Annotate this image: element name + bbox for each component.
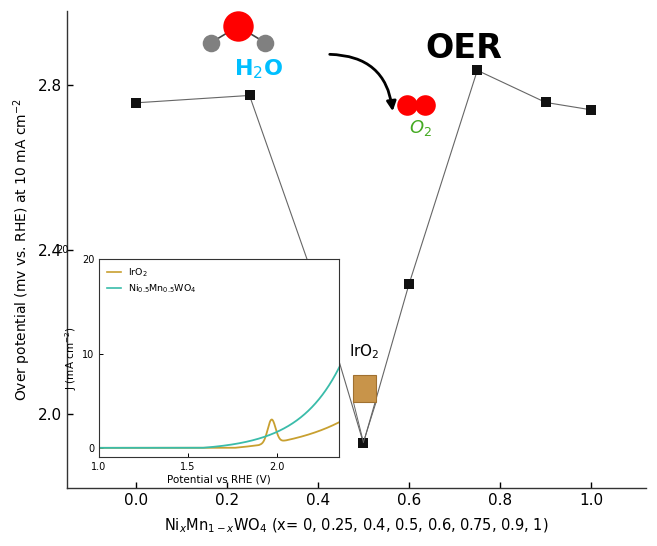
- Point: [206, 38, 216, 47]
- Point: [420, 100, 430, 109]
- Point: [313, 286, 323, 294]
- Point: [358, 438, 369, 447]
- Point: [401, 100, 412, 109]
- Point: [472, 66, 482, 75]
- Text: H$_2$O: H$_2$O: [234, 57, 283, 81]
- Point: [403, 280, 414, 289]
- Text: IrO$_2$: IrO$_2$: [350, 342, 380, 361]
- Point: [244, 91, 255, 100]
- Point: [541, 98, 551, 107]
- Text: OER: OER: [425, 32, 502, 64]
- FancyArrowPatch shape: [330, 55, 395, 108]
- Point: [260, 38, 271, 47]
- Text: O$_2$: O$_2$: [409, 118, 432, 138]
- Point: [233, 22, 243, 31]
- Bar: [353, 375, 376, 402]
- Point: [130, 98, 141, 107]
- Point: [586, 105, 597, 114]
- Y-axis label: Over potential (mv vs. RHE) at 10 mA cm$^{-2}$: Over potential (mv vs. RHE) at 10 mA cm$…: [11, 98, 33, 401]
- X-axis label: Ni$_x$Mn$_{1-x}$WO$_4$ (x= 0, 0.25, 0.4, 0.5, 0.6, 0.75, 0.9, 1): Ni$_x$Mn$_{1-x}$WO$_4$ (x= 0, 0.25, 0.4,…: [164, 517, 549, 535]
